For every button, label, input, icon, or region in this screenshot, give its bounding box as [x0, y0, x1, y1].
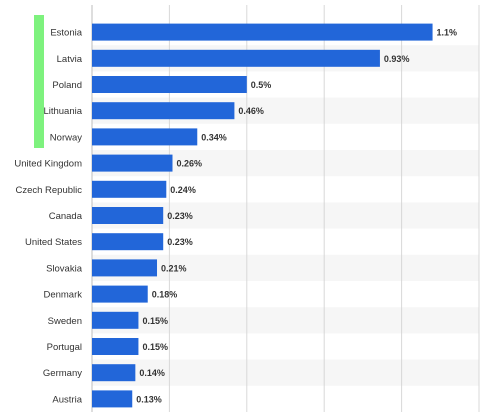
category-label: United Kingdom — [14, 159, 82, 170]
bar — [92, 311, 139, 329]
category-label: Sweden — [48, 316, 82, 327]
bar — [92, 102, 235, 120]
bar — [92, 49, 380, 67]
category-label: Canada — [49, 211, 83, 222]
category-label: Czech Republic — [15, 185, 82, 196]
bar — [92, 207, 164, 224]
value-label: 0.15% — [142, 342, 168, 352]
category-label: Portugal — [47, 342, 82, 353]
bar — [92, 390, 133, 408]
category-label: Austria — [52, 394, 82, 405]
bars-layer — [92, 23, 433, 408]
value-label: 0.13% — [136, 394, 162, 404]
value-label: 0.93% — [384, 54, 410, 64]
bar — [92, 154, 173, 172]
bar — [92, 285, 148, 303]
category-label: Norway — [50, 132, 82, 143]
value-label: 0.23% — [167, 211, 193, 221]
value-label: 0.18% — [152, 290, 178, 300]
category-label: Latvia — [57, 54, 83, 65]
value-label: 0.46% — [238, 106, 264, 116]
value-label: 0.14% — [139, 368, 165, 378]
category-label: Denmark — [43, 290, 82, 301]
bar — [92, 128, 198, 146]
category-label: Estonia — [50, 28, 82, 39]
bar — [92, 76, 247, 93]
bar — [92, 23, 433, 41]
gridlines — [168, 5, 480, 412]
value-label: 1.1% — [437, 28, 458, 38]
row-band — [92, 307, 479, 334]
bar — [92, 233, 164, 251]
bar — [92, 364, 136, 382]
value-label: 0.5% — [251, 80, 272, 90]
row-band — [92, 359, 479, 386]
highlight-marker — [34, 15, 44, 148]
category-label: Poland — [52, 80, 82, 91]
labels-layer: Estonia 1.1% Latvia 0.93% Poland 0.5% Lithuani… — [14, 28, 457, 406]
highlight-layer — [34, 15, 44, 148]
value-label: 0.26% — [176, 159, 202, 169]
category-label: Slovakia — [46, 263, 83, 274]
category-label: Germany — [43, 368, 82, 379]
category-label: Lithuania — [43, 106, 82, 117]
value-label: 0.15% — [142, 316, 168, 326]
value-label: 0.24% — [170, 185, 196, 195]
bar — [92, 180, 167, 198]
value-label: 0.21% — [161, 263, 187, 273]
value-label: 0.23% — [167, 237, 193, 247]
value-label: 0.34% — [201, 132, 227, 142]
category-label: United States — [25, 237, 82, 248]
bar — [92, 259, 158, 277]
bar — [92, 338, 139, 355]
